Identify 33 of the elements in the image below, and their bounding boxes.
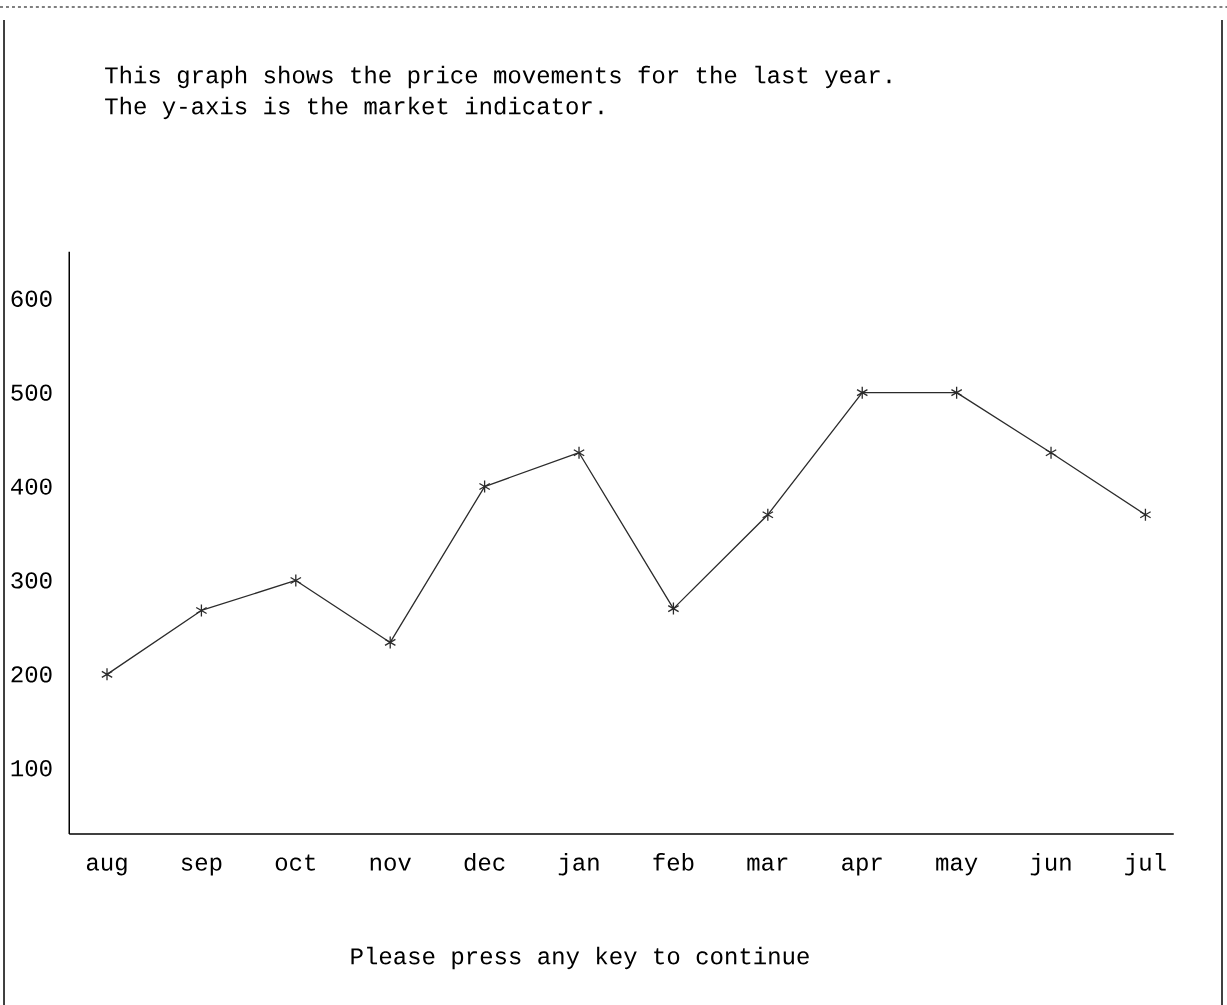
x-tick-label: may [936, 857, 978, 876]
point [101, 667, 113, 681]
y-tick-label: 200 [11, 666, 52, 683]
point [856, 385, 869, 400]
x-tick-label: apr [842, 857, 882, 876]
x-tick-label: jun [1030, 853, 1071, 876]
point [478, 479, 491, 494]
y-tick-label: 600 [11, 290, 52, 307]
x-tick-label: nov [370, 857, 411, 871]
x-tick-label: jul [1125, 853, 1166, 876]
chart-title: This graph shows the price movements for the last year. [105, 65, 891, 89]
point [1045, 446, 1057, 460]
x-tick-label: feb [653, 853, 694, 871]
point [384, 635, 397, 650]
x-tick-label: mar [747, 857, 788, 871]
y-tick-label: 300 [11, 572, 52, 589]
y-tick-label: 100 [11, 760, 52, 777]
point [195, 603, 208, 618]
point [573, 446, 585, 460]
point [761, 508, 774, 522]
x-tick-label: jan [558, 853, 599, 876]
point [289, 573, 302, 588]
x-tick-label: aug [86, 857, 127, 876]
chart-subtitle: The y-axis is the market indicator. [105, 96, 603, 120]
text: Please press any key to continue [351, 946, 809, 970]
point [1139, 508, 1152, 522]
x-tick-label: sep [181, 857, 222, 876]
point [667, 601, 680, 616]
point [950, 385, 963, 400]
x-tick-label: dec [464, 853, 505, 871]
y-tick-label: 500 [11, 384, 52, 401]
y-tick-label: 400 [11, 478, 52, 495]
x-tick-label: oct [275, 854, 315, 871]
